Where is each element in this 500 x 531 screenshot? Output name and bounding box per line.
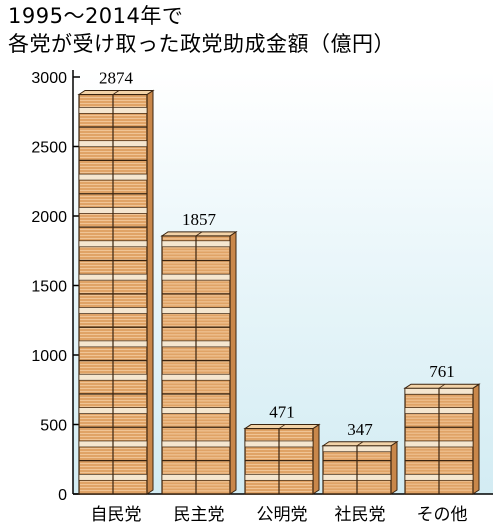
bar-top-split xyxy=(278,424,286,429)
data-label: 347 xyxy=(347,420,373,439)
bar-top-split xyxy=(356,441,364,447)
category-label: 自民党 xyxy=(91,505,142,525)
bar-民主党 xyxy=(160,230,238,495)
category-label: 民主党 xyxy=(174,505,225,525)
data-label: 761 xyxy=(429,362,455,381)
data-label: 1857 xyxy=(182,210,217,229)
category-label: その他 xyxy=(417,505,468,525)
bar-side xyxy=(146,89,154,495)
bar-side xyxy=(312,423,320,495)
y-tick-label: 500 xyxy=(40,418,67,435)
bar-社民党 xyxy=(321,440,399,495)
bar-top-split xyxy=(438,383,446,389)
data-label: 471 xyxy=(269,403,295,422)
bar-top-split xyxy=(195,231,203,237)
chart-title: 1995～2014年で 各党が受け取った政党助成金額（億円） xyxy=(8,2,492,58)
y-tick-label: 2000 xyxy=(31,209,67,226)
y-tick-label: 1000 xyxy=(31,348,67,365)
data-label: 2874 xyxy=(99,69,134,88)
bar-side xyxy=(229,230,237,495)
bar-その他 xyxy=(403,383,481,495)
y-tick-label: 1500 xyxy=(31,279,67,296)
title-line-1: 1995～2014年で xyxy=(8,4,184,28)
y-tick-label: 2500 xyxy=(31,140,67,157)
category-label: 社民党 xyxy=(335,505,386,525)
y-tick-label: 0 xyxy=(58,487,67,504)
category-label: 公明党 xyxy=(257,505,308,525)
bar-side xyxy=(390,440,398,495)
bar-side xyxy=(472,383,480,495)
bar-top-split xyxy=(112,90,120,95)
title-line-2: 各党が受け取った政党助成金額（億円） xyxy=(8,32,395,56)
bar-公明党 xyxy=(243,423,321,495)
bar-自民党 xyxy=(77,89,155,495)
y-tick-label: 3000 xyxy=(31,70,67,87)
